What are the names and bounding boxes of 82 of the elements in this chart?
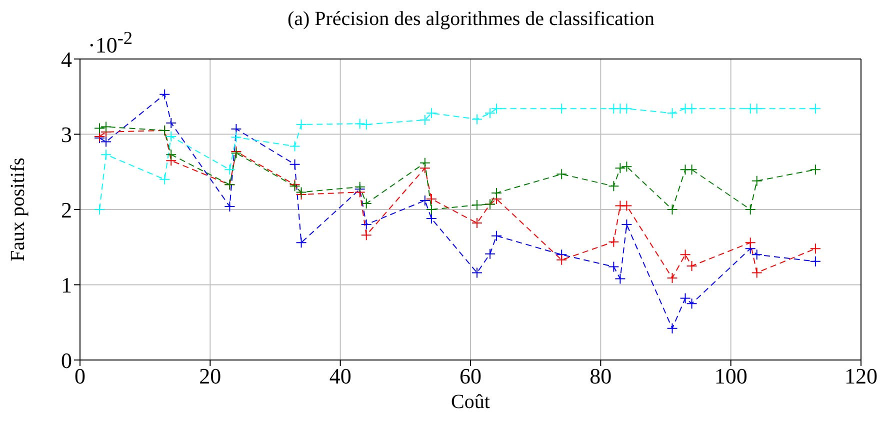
point [621, 200, 632, 212]
point [608, 261, 620, 272]
point [608, 236, 620, 248]
point [666, 204, 678, 215]
point [159, 88, 170, 100]
point [472, 114, 483, 125]
point [614, 273, 626, 284]
point [100, 149, 112, 160]
point [419, 194, 430, 206]
x-tick-label: 20 [199, 364, 222, 389]
point [419, 114, 430, 126]
point [751, 175, 762, 186]
point [744, 237, 756, 248]
y-tick-label: 0 [61, 348, 72, 373]
x-tick-label: 120 [844, 364, 878, 389]
point [426, 193, 437, 204]
point [484, 108, 496, 119]
y-tick-label: 2 [61, 197, 72, 222]
point [666, 272, 678, 284]
point [354, 181, 366, 192]
point [810, 256, 821, 267]
point [472, 218, 483, 229]
point [810, 243, 821, 254]
x-tick-label: 60 [460, 364, 482, 389]
point [159, 174, 170, 185]
point [556, 103, 568, 114]
point [289, 140, 300, 152]
chart-title: (a) Précision des algorithmes de classification [287, 8, 655, 30]
text: ·10$^{-2}$ [88, 28, 133, 58]
point [360, 230, 372, 241]
point [166, 149, 177, 160]
point [751, 267, 762, 278]
point [810, 164, 821, 176]
point [680, 249, 691, 260]
point [224, 200, 236, 212]
point [621, 103, 632, 114]
point [810, 103, 821, 114]
point [491, 103, 502, 114]
point [686, 164, 698, 176]
y-tick-label: 3 [61, 122, 72, 148]
point [491, 230, 502, 242]
point [230, 132, 242, 143]
point [224, 164, 236, 176]
point [491, 187, 502, 198]
point [426, 108, 437, 119]
point [230, 123, 242, 134]
point [419, 157, 430, 168]
x-tick-label: 100 [714, 364, 748, 389]
point [556, 168, 568, 180]
point [556, 254, 568, 266]
point [666, 322, 678, 334]
point [354, 118, 366, 130]
x-tick-label: 40 [329, 364, 352, 389]
y-tick-label: 4 [61, 46, 72, 72]
point [621, 161, 632, 172]
point [360, 118, 372, 130]
x-axis-title: Coût [451, 391, 490, 413]
point [426, 204, 437, 215]
y-axis-title: Faux positifs [7, 157, 30, 262]
point [686, 103, 698, 114]
point [94, 204, 106, 215]
point [360, 198, 372, 209]
point [296, 237, 307, 248]
point [94, 122, 106, 134]
point [472, 267, 483, 278]
point [100, 121, 112, 132]
point [360, 219, 372, 230]
point [614, 162, 626, 174]
point [296, 118, 307, 130]
point [484, 248, 496, 260]
x-tick-label: 80 [590, 364, 612, 389]
point [608, 180, 620, 192]
point [686, 260, 698, 272]
point [751, 103, 762, 114]
y-tick-label: 1 [61, 272, 72, 298]
point [166, 131, 177, 142]
point [166, 117, 177, 128]
point [666, 108, 678, 119]
point [621, 219, 632, 230]
point [426, 213, 437, 224]
point [744, 204, 756, 215]
point [289, 158, 300, 170]
